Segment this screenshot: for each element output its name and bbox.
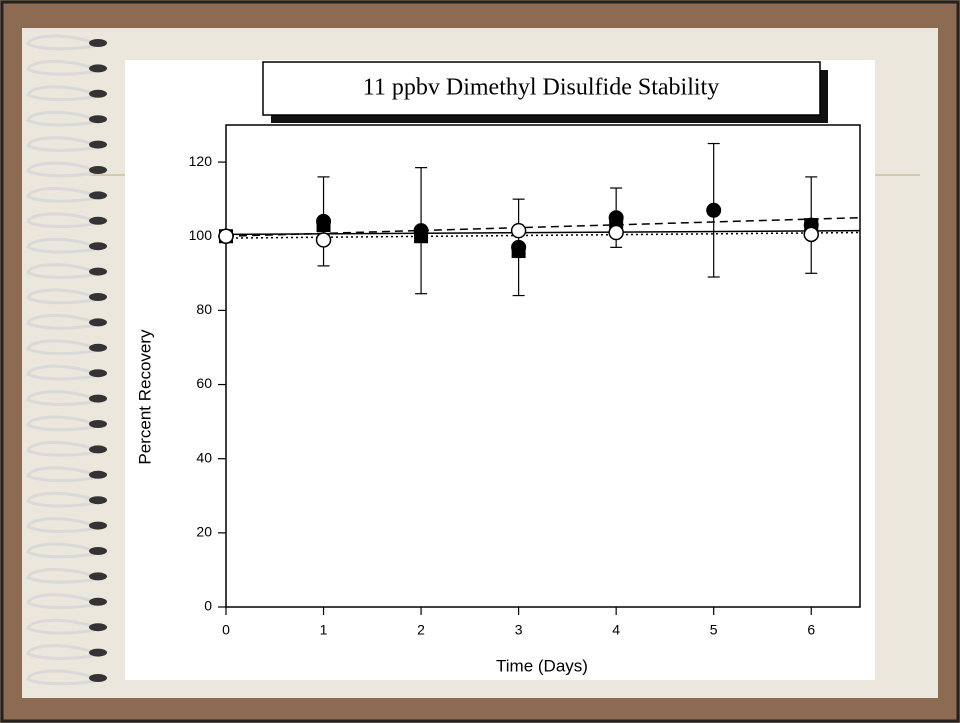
spiral-ring — [26, 59, 96, 76]
y-tick-label: 40 — [196, 449, 212, 465]
trend-line — [225, 229, 861, 236]
spiral-ring — [26, 212, 96, 229]
spiral-hole — [89, 674, 107, 682]
spiral-ring — [26, 440, 96, 457]
point — [511, 244, 526, 259]
spiral-ring — [26, 136, 96, 152]
y-tick-label: 100 — [189, 227, 213, 243]
spiral-ring — [26, 364, 96, 381]
spiral-ring — [26, 644, 96, 660]
spiral-hole — [89, 115, 107, 124]
spiral-ring — [26, 415, 96, 432]
chart-area — [125, 60, 875, 680]
spiral-hole — [89, 318, 107, 327]
x-tick-label: 5 — [710, 622, 718, 638]
spiral-hole — [89, 521, 107, 530]
spiral-binding — [26, 34, 107, 686]
spiral-ring — [26, 186, 96, 203]
point — [803, 226, 819, 243]
x-tick-label: 2 — [417, 622, 425, 638]
point — [608, 224, 624, 241]
spiral-hole — [89, 369, 107, 378]
spiral-ring — [26, 618, 96, 635]
y-tick-label: 120 — [189, 153, 213, 169]
spiral-hole — [89, 242, 107, 251]
y-tick-label: 0 — [204, 598, 212, 614]
spiral-ring — [26, 161, 96, 178]
spiral-hole — [89, 343, 107, 352]
spiral-hole — [89, 470, 107, 479]
spiral-hole — [89, 496, 107, 505]
y-tick-label: 60 — [196, 375, 212, 391]
plot: 0 20 40 60 80 100 120 0 1 2 3 4 5 6 — [189, 124, 861, 638]
x-tick-label: 4 — [612, 622, 620, 638]
spiral-ring — [26, 491, 96, 508]
spiral-hole — [89, 166, 107, 174]
spiral-hole — [89, 216, 107, 225]
spiral-hole — [89, 420, 107, 428]
spiral-hole — [89, 39, 107, 47]
spiral-ring — [26, 669, 96, 686]
spiral-ring — [26, 263, 96, 279]
spiral-hole — [89, 445, 107, 454]
spiral-hole — [89, 140, 107, 149]
spiral-hole — [89, 547, 107, 555]
y-tick-label: 80 — [196, 301, 212, 317]
spiral-ring — [26, 85, 96, 102]
x-axis-label: Time (Days) — [496, 656, 588, 675]
spiral-hole — [89, 394, 107, 403]
spiral-ring — [26, 110, 96, 127]
x-tick-label: 3 — [515, 622, 523, 638]
y-axis-label: Percent Recovery — [135, 329, 154, 465]
spiral-ring — [26, 593, 96, 610]
point — [315, 232, 332, 248]
spiral-hole — [89, 648, 107, 657]
spiral-ring — [26, 313, 96, 330]
spiral-ring — [26, 237, 96, 254]
x-tick-label: 0 — [222, 622, 230, 638]
spiral-hole — [89, 191, 107, 200]
point — [316, 218, 331, 233]
spiral-ring — [26, 339, 96, 356]
point — [218, 228, 234, 244]
title-box — [262, 61, 821, 116]
x-tick-label: 1 — [320, 622, 328, 638]
y-tick-label: 20 — [196, 524, 212, 540]
spiral-ring — [26, 34, 96, 51]
spiral-hole — [89, 623, 107, 632]
spiral-hole — [89, 597, 107, 606]
spiral-hole — [89, 572, 107, 581]
trend-line — [225, 231, 861, 239]
point — [510, 222, 527, 239]
x-tick-label: 6 — [807, 622, 815, 638]
spiral-hole — [89, 267, 107, 276]
chart-title: 11 ppbv Dimethyl Disulfide Stability — [363, 75, 719, 101]
spiral-ring — [26, 517, 96, 533]
plot-frame — [225, 124, 861, 608]
spiral-hole — [89, 89, 107, 98]
point — [414, 229, 429, 244]
spiral-ring — [26, 567, 96, 584]
spiral-ring — [26, 390, 96, 406]
point — [706, 202, 722, 218]
spiral-ring — [26, 288, 96, 305]
spiral-ring — [26, 466, 96, 483]
spiral-hole — [89, 293, 107, 301]
spiral-hole — [89, 64, 107, 73]
spiral-ring — [26, 542, 96, 559]
